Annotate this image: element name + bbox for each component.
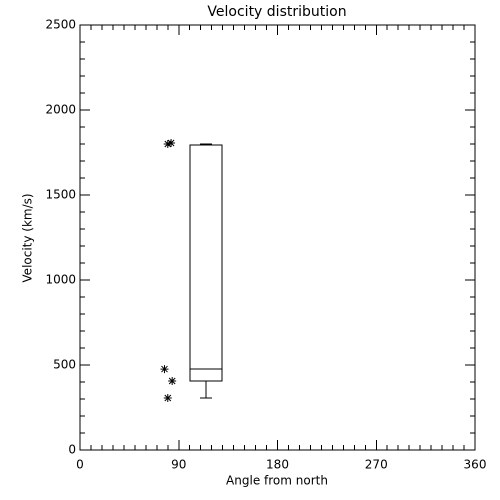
x-tick-label: 180 [266,458,289,472]
outlier [163,393,172,402]
chart-title: Velocity distribution [207,4,346,20]
y-tick-label: 1000 [45,273,76,287]
x-tick-label: 0 [76,458,84,472]
outlier [168,376,177,385]
y-tick-label: 2500 [45,18,76,32]
y-tick-label: 500 [53,358,76,372]
y-tick-label: 2000 [45,103,76,117]
box [189,144,223,382]
x-tick-label: 90 [171,458,186,472]
x-axis-label: Angle from north [226,474,328,488]
x-tick-label: 270 [365,458,388,472]
outlier [167,138,176,147]
y-tick-label: 0 [68,443,76,457]
outlier [160,365,169,374]
outlier [163,140,172,148]
y-axis-label: Velocity (km/s) [21,193,35,282]
x-tick-label: 360 [464,458,487,472]
y-tick-label: 1500 [45,188,76,202]
plot-frame [79,24,476,451]
